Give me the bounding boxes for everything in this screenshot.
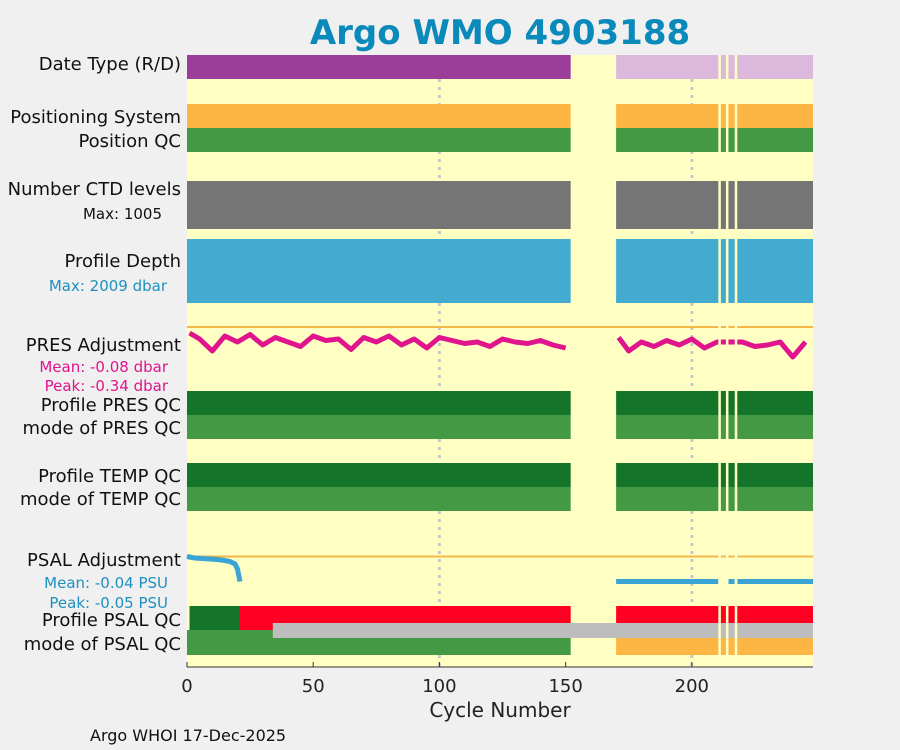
x-tick-label: 100 [422,676,456,697]
data-bar [187,239,571,303]
row-label: Profile Depth [64,251,181,272]
data-bar [187,128,571,152]
row-label: PSAL Adjustment [27,550,181,571]
data-gap [718,55,721,667]
row-sublabel: Peak: -0.05 PSU [49,594,168,612]
row-label: PRES Adjustment [26,335,181,356]
footer-credit: Argo WHOI 17-Dec-2025 [90,726,287,745]
data-bar [616,104,813,128]
row-sublabel: Mean: -0.04 PSU [44,574,168,592]
row-label: Profile PRES QC [41,395,181,416]
data-bar [616,415,813,439]
data-bar [187,463,571,487]
data-bar [187,104,571,128]
data-bar [616,128,813,152]
x-tick-label: 0 [181,676,192,697]
data-bar [616,391,813,415]
pres-adjustment-line [188,330,567,354]
data-bar [616,463,813,487]
x-tick-label: 50 [302,676,325,697]
plot-background [187,55,813,667]
row-label: mode of PRES QC [23,418,181,439]
x-tick-label: 150 [548,676,582,697]
row-label: Positioning System [10,107,181,128]
data-bar [189,606,241,630]
data-gap [725,55,729,667]
row-label: mode of PSAL QC [24,634,181,655]
row-label: Position QC [78,131,181,152]
row-sublabel: Peak: -0.34 dbar [45,377,169,395]
data-bar [187,487,571,511]
data-gap [734,55,738,667]
data-bar [187,415,571,439]
data-bar [187,391,571,415]
data-bar [616,487,813,511]
data-bar [187,55,571,79]
row-sublabel: Mean: -0.08 dbar [39,358,169,376]
data-bar [616,55,813,79]
psal-adjustment-line [186,554,243,582]
psal-qc-grey-band [272,623,813,638]
row-label: Profile PSAL QC [42,610,181,631]
data-bar [616,239,813,303]
x-tick-label: 200 [675,676,709,697]
data-bar [616,181,813,229]
row-label: mode of TEMP QC [20,489,181,510]
row-label: Number CTD levels [8,179,181,200]
x-axis-title: Cycle Number [429,698,571,722]
row-sublabel: Max: 1005 [83,205,162,223]
row-sublabel: Max: 2009 dbar [49,277,168,295]
chart-title: Argo WMO 4903188 [310,13,690,53]
pres-adjustment-line [616,336,808,360]
data-bar [187,181,571,229]
row-label: Profile TEMP QC [38,466,181,487]
row-label: Date Type (R/D) [39,54,181,75]
